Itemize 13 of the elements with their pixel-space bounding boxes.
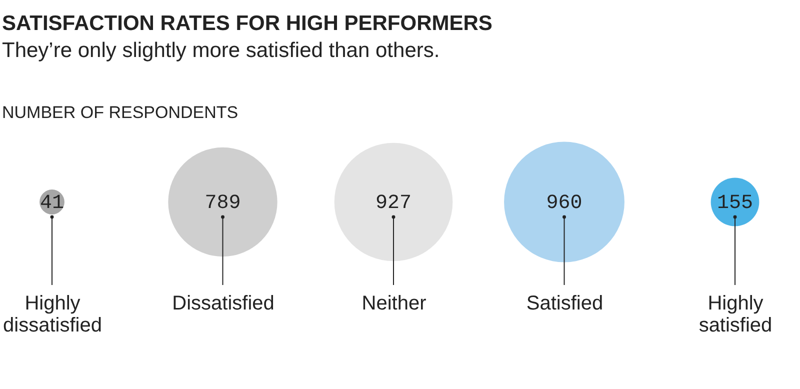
- category-label: Neither: [362, 292, 427, 314]
- category-label: Satisfied: [526, 292, 604, 314]
- data-label: 789: [204, 192, 241, 215]
- category-label: Highly satisfied: [698, 292, 772, 336]
- category-label: Dissatisfied: [172, 292, 274, 314]
- data-label: 155: [716, 192, 754, 215]
- text: SATISFACTION RATES FOR HIGH PERFORMERS: [2, 12, 492, 35]
- category-label: Highly dissatisfied: [3, 292, 102, 336]
- text: They’re only slightly more satisfied than others.: [2, 39, 440, 62]
- data-label: 41: [40, 192, 64, 215]
- data-label: 960: [546, 192, 582, 215]
- data-label: 927: [375, 192, 412, 215]
- text: NUMBER OF RESPONDENTS: [2, 103, 238, 122]
